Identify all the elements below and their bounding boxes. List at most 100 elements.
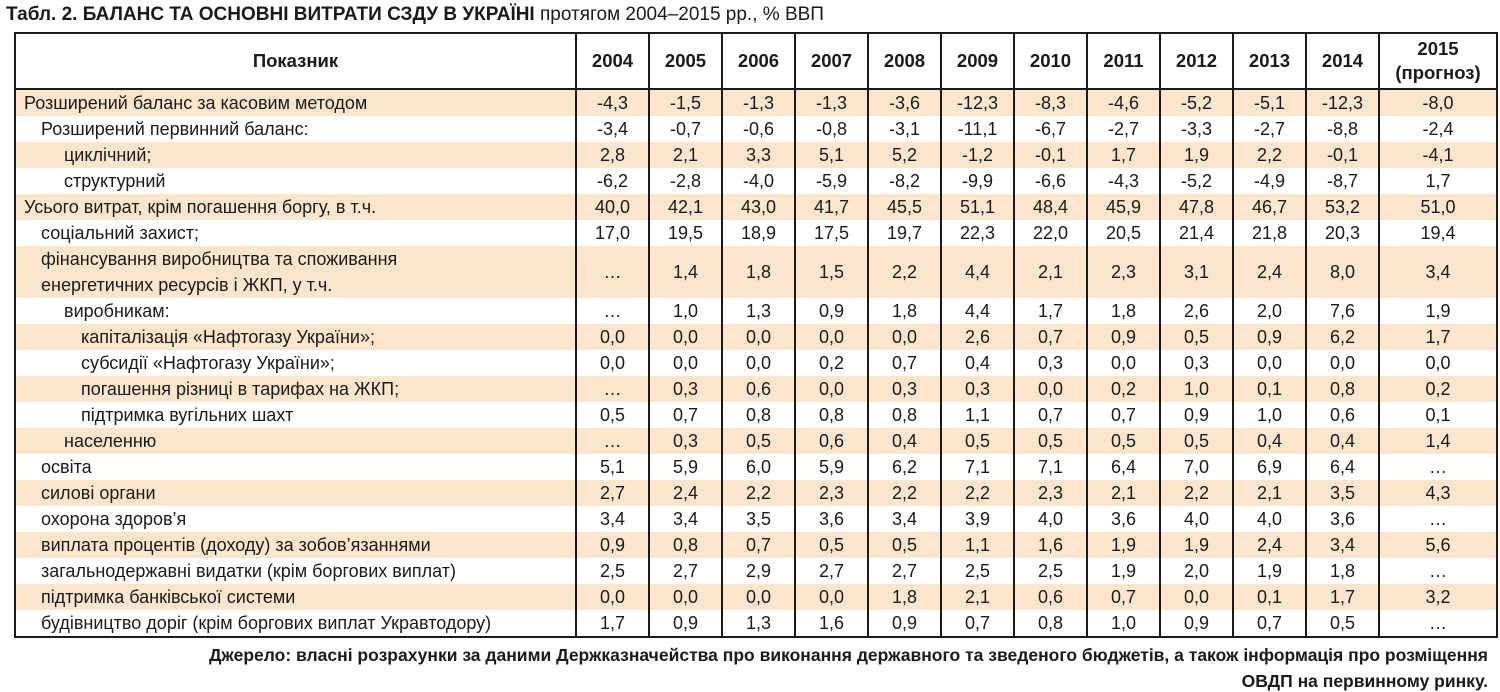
cell-value: 0,5 <box>1159 324 1234 350</box>
header-year: 2014 <box>1305 32 1380 90</box>
cell-value: 2,0 <box>1232 298 1307 324</box>
cell-value: -6,6 <box>1013 168 1088 194</box>
cell-value: 0,7 <box>1232 610 1307 637</box>
cell-value: 0,0 <box>1013 376 1088 402</box>
cell-value: 0,3 <box>648 376 723 402</box>
cell-value: 2,7 <box>794 558 869 584</box>
cell-value: 0,0 <box>575 584 650 610</box>
cell-value: 3,6 <box>794 506 869 532</box>
cell-value: 0,5 <box>1013 428 1088 454</box>
cell-value: 0,3 <box>940 376 1015 402</box>
header-year: 2010 <box>1013 32 1088 90</box>
cell-value: 2,1 <box>1086 480 1161 506</box>
cell-value: 1,8 <box>721 246 796 298</box>
cell-value: 5,6 <box>1378 532 1498 558</box>
table-row: Розширений первинний баланс: -3,4 -0,7 -… <box>14 116 1498 142</box>
cell-value: 0,0 <box>648 350 723 376</box>
cell-value: 20,5 <box>1086 220 1161 246</box>
cell-value: 43,0 <box>721 194 796 220</box>
cell-value: 0,4 <box>940 350 1015 376</box>
cell-value: 1,0 <box>1232 402 1307 428</box>
cell-value: 1,1 <box>940 532 1015 558</box>
cell-value: -3,1 <box>867 116 942 142</box>
cell-value: 19,4 <box>1378 220 1498 246</box>
cell-value: 18,9 <box>721 220 796 246</box>
cell-value: 2,2 <box>867 246 942 298</box>
cell-value: 0,3 <box>867 376 942 402</box>
cell-value: 2,6 <box>1159 298 1234 324</box>
cell-value: 0,4 <box>1305 428 1380 454</box>
cell-value: 0,0 <box>867 324 942 350</box>
cell-value: 2,3 <box>794 480 869 506</box>
header-year-forecast: 2015 (прогноз) <box>1378 32 1498 90</box>
cell-value: 0,0 <box>721 324 796 350</box>
cell-value: 1,6 <box>1013 532 1088 558</box>
cell-value: 1,1 <box>940 402 1015 428</box>
cell-value: 1,9 <box>1232 558 1307 584</box>
cell-value: -0,1 <box>1305 142 1380 168</box>
cell-value: 0,9 <box>648 610 723 637</box>
table-row: виплата процентів (доходу) за зобов’язан… <box>14 532 1498 558</box>
row-label: соціальний захист; <box>14 220 577 246</box>
cell-value: 0,0 <box>648 324 723 350</box>
cell-value: -3,6 <box>867 88 942 116</box>
cell-value: 7,6 <box>1305 298 1380 324</box>
cell-value: -4,9 <box>1232 168 1307 194</box>
caption-subtitle: протягом 2004–2015 рр., % ВВП <box>534 4 824 25</box>
cell-value: -3,4 <box>575 116 650 142</box>
cell-value: 3,4 <box>575 506 650 532</box>
row-label: силові органи <box>14 480 577 506</box>
cell-value: 1,0 <box>648 298 723 324</box>
cell-value: 21,8 <box>1232 220 1307 246</box>
cell-value: 1,9 <box>1086 558 1161 584</box>
cell-value: 0,9 <box>1086 324 1161 350</box>
row-label: виплата процентів (доходу) за зобов’язан… <box>14 532 577 558</box>
cell-value: -1,3 <box>721 88 796 116</box>
table-row: охорона здоров’я 3,4 3,4 3,5 3,6 3,4 3,9… <box>14 506 1498 532</box>
table-row: силові органи 2,7 2,4 2,2 2,3 2,2 2,2 2,… <box>14 480 1498 506</box>
header-year: 2004 <box>575 32 650 90</box>
cell-value: -2,4 <box>1378 116 1498 142</box>
cell-value: 0,0 <box>1378 350 1498 376</box>
cell-value: 1,7 <box>1305 584 1380 610</box>
cell-value: 2,1 <box>1232 480 1307 506</box>
cell-value: 0,9 <box>1159 610 1234 637</box>
cell-value: 0,0 <box>721 584 796 610</box>
cell-value: 2,8 <box>575 142 650 168</box>
cell-value: 51,0 <box>1378 194 1498 220</box>
cell-value: 0,2 <box>1086 376 1161 402</box>
table-row: підтримка банківської системи 0,0 0,0 0,… <box>14 584 1498 610</box>
table-row: будівництво доріг (крім боргових виплат … <box>14 610 1498 637</box>
cell-value: -4,0 <box>721 168 796 194</box>
cell-value: 0,0 <box>721 350 796 376</box>
cell-value: 19,7 <box>867 220 942 246</box>
cell-value: 1,5 <box>794 246 869 298</box>
cell-value: 0,4 <box>867 428 942 454</box>
cell-value: 1,8 <box>1305 558 1380 584</box>
cell-value: 17,0 <box>575 220 650 246</box>
table-row: виробникам: … 1,0 1,3 0,9 1,8 4,4 1,7 1,… <box>14 298 1498 324</box>
cell-value: 53,2 <box>1305 194 1380 220</box>
cell-value: -0,6 <box>721 116 796 142</box>
row-label-line: енергетичних ресурсів і ЖКП, у т.ч. <box>41 275 333 295</box>
cell-value: 45,5 <box>867 194 942 220</box>
header-year: 2011 <box>1086 32 1161 90</box>
cell-value: 2,6 <box>940 324 1015 350</box>
cell-value: 2,7 <box>867 558 942 584</box>
cell-value: 0,4 <box>1232 428 1307 454</box>
cell-value: -8,3 <box>1013 88 1088 116</box>
cell-value: 2,2 <box>1159 480 1234 506</box>
cell-value: 0,6 <box>794 428 869 454</box>
cell-value: 17,5 <box>794 220 869 246</box>
cell-value: 2,1 <box>1013 246 1088 298</box>
cell-value: 0,9 <box>867 610 942 637</box>
header-row: Показник 2004 2005 2006 2007 2008 2009 2… <box>14 32 1498 90</box>
cell-value: 20,3 <box>1305 220 1380 246</box>
cell-value: 1,8 <box>867 298 942 324</box>
cell-value: -11,1 <box>940 116 1015 142</box>
cell-value: 0,0 <box>794 584 869 610</box>
header-indicator: Показник <box>14 32 577 90</box>
cell-value: 2,4 <box>1232 246 1307 298</box>
cell-value: … <box>575 298 650 324</box>
